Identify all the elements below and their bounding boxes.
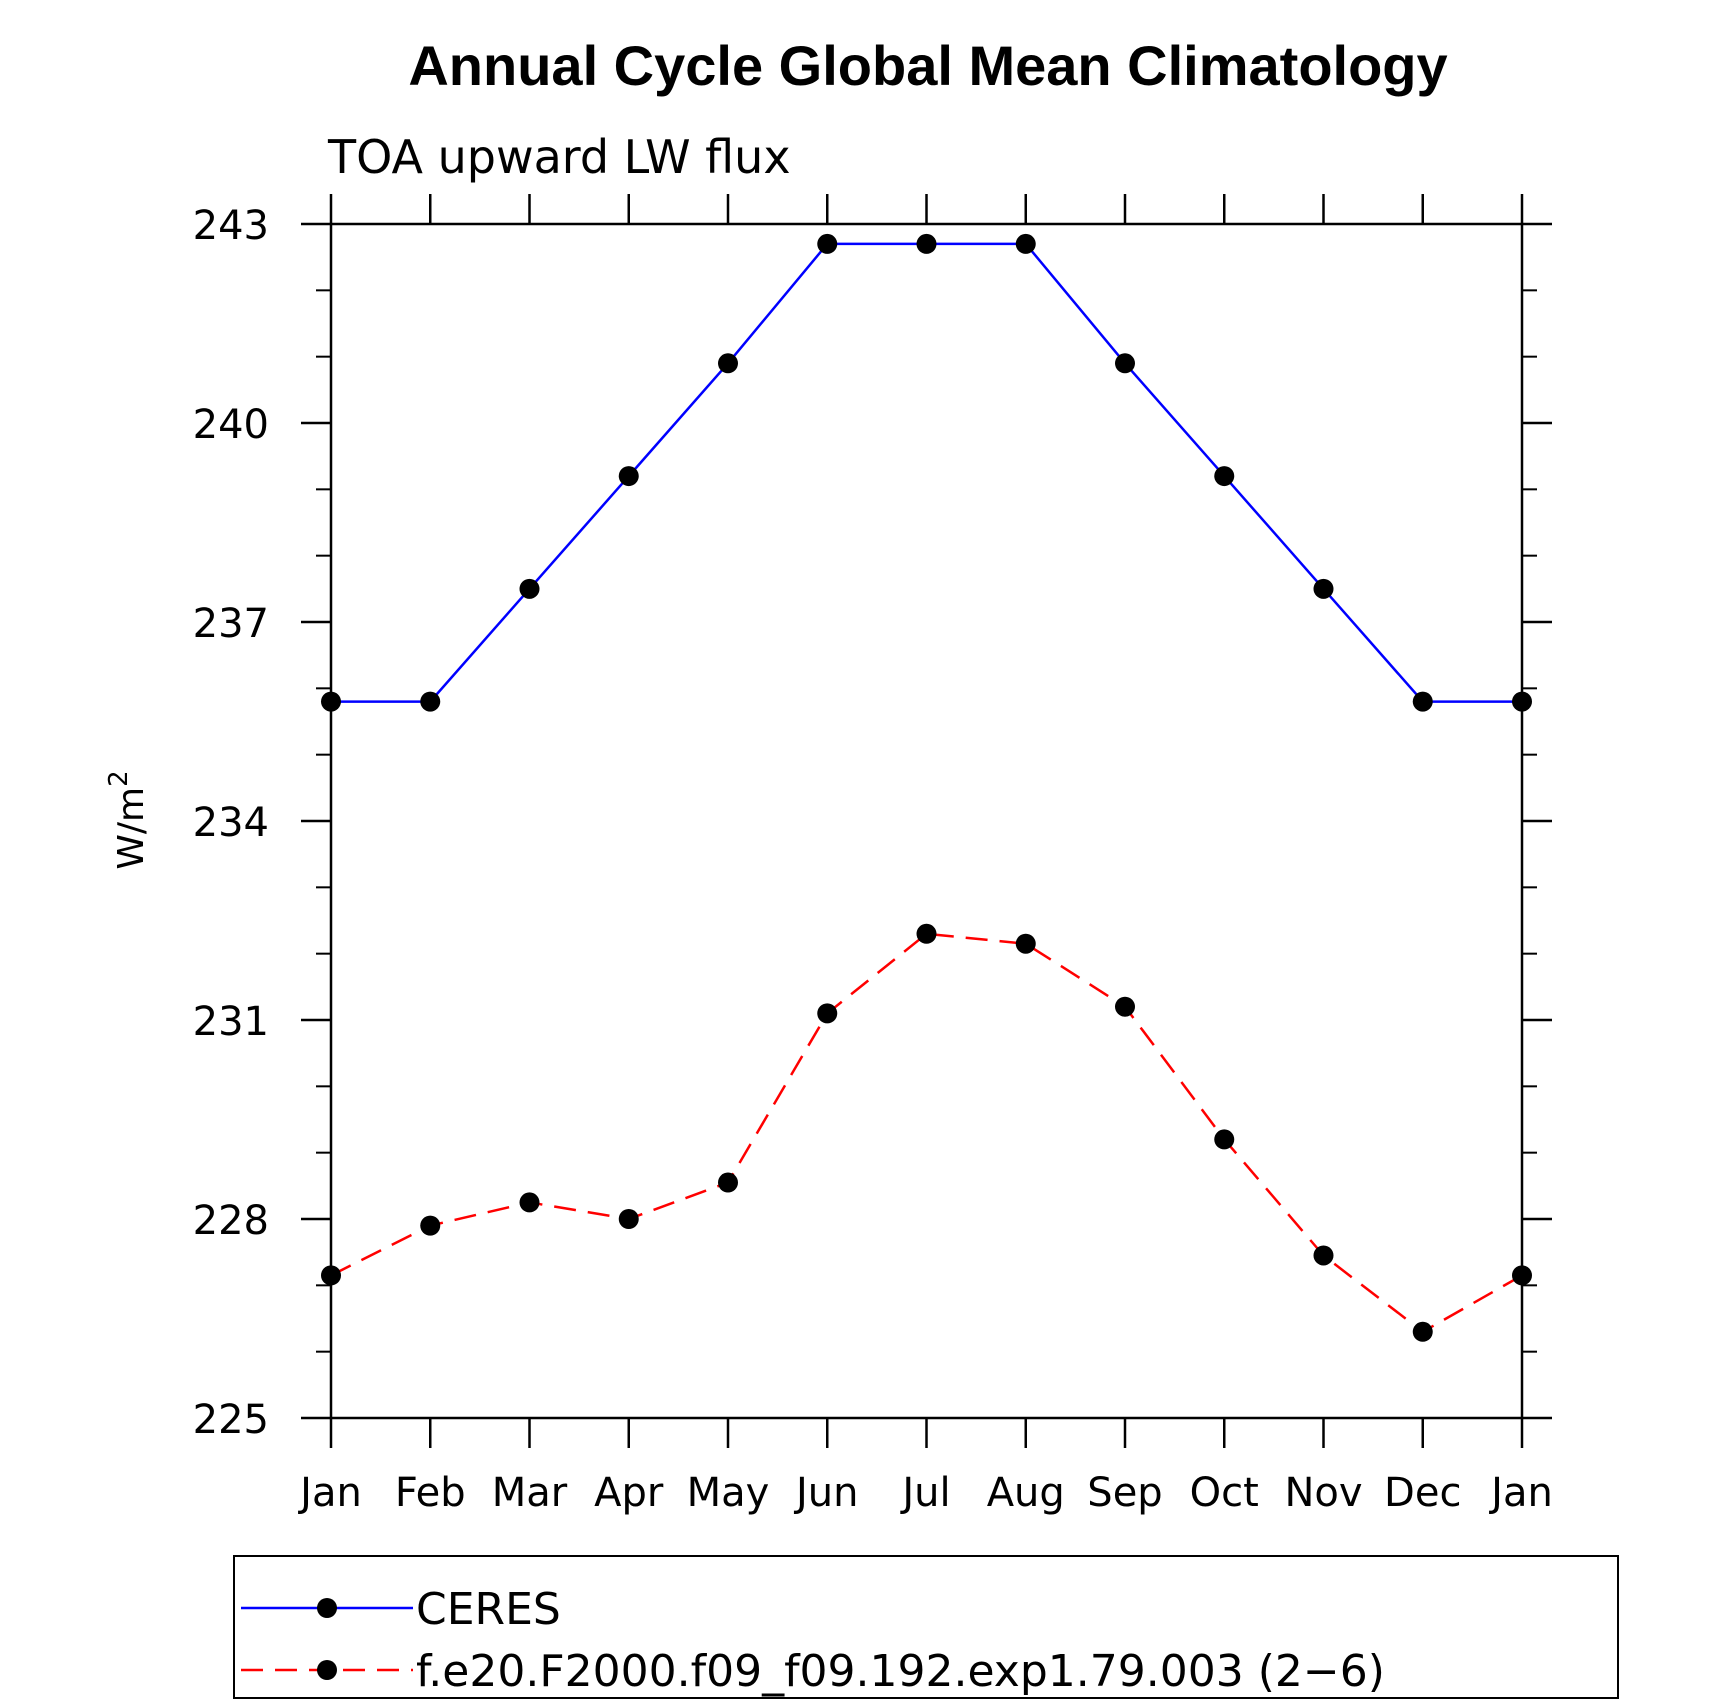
x-tick-label: Oct <box>1190 1470 1259 1516</box>
data-point-series-1 <box>321 691 341 712</box>
y-axis: 225 228 231 234 237 240 243 <box>193 203 1552 1443</box>
data-point-series-1 <box>1214 466 1235 487</box>
x-tick-label: Feb <box>395 1470 466 1516</box>
x-tick-label: Sep <box>1087 1470 1162 1516</box>
y-tick-label: 243 <box>193 203 269 249</box>
y-tick-label: 231 <box>193 999 269 1045</box>
data-point-series-2 <box>916 923 937 944</box>
series-line-1 <box>331 242 1522 703</box>
x-tick-label: Mar <box>492 1470 568 1516</box>
x-tick-label: Jul <box>899 1470 950 1516</box>
legend: CERES f.e20.F2000.f09_f09.192.exp1.79.003… <box>233 1555 1619 1699</box>
data-point-series-2 <box>718 1172 738 1193</box>
legend-marker-2 <box>317 1660 337 1680</box>
y-tick-label: 237 <box>193 601 269 647</box>
data-point-series-2 <box>1214 1129 1235 1150</box>
y-tick-label: 234 <box>193 800 269 846</box>
data-point-series-1 <box>1015 233 1036 254</box>
data-point-series-1 <box>1313 578 1334 599</box>
data-point-series-2 <box>519 1192 540 1213</box>
x-tick-label: May <box>687 1470 770 1516</box>
x-tick-label: Nov <box>1284 1470 1362 1516</box>
data-point-series-1 <box>1115 353 1135 374</box>
data-point-series-2 <box>618 1209 639 1229</box>
y-tick-label: 225 <box>193 1397 269 1443</box>
legend-label-2: f.e20.F2000.f09_f09.192.exp1.79.003 (2−6… <box>416 1646 1385 1697</box>
y-tick-label: 240 <box>193 402 269 448</box>
x-axis: Jan Feb Mar Apr May Jun Jul Aug Sep Oct Nov Dec Jan <box>297 194 1553 1516</box>
data-point-series-1 <box>618 466 639 487</box>
data-point-series-1 <box>519 578 540 599</box>
data-point-series-2 <box>321 1265 341 1286</box>
data-point-series-1 <box>916 233 937 254</box>
data-point-series-1 <box>817 233 838 254</box>
x-tick-label: Dec <box>1384 1470 1461 1516</box>
series-line-2 <box>330 932 1523 1334</box>
y-tick-label: 228 <box>193 1198 269 1244</box>
data-point-series-1 <box>1512 691 1532 712</box>
series-layer <box>321 233 1532 1342</box>
legend-box <box>233 1555 1619 1699</box>
data-point-series-1 <box>1412 691 1433 712</box>
data-point-series-1 <box>420 691 441 712</box>
data-point-series-2 <box>420 1215 441 1236</box>
x-tick-label: Jan <box>1488 1470 1553 1516</box>
x-tick-label: Jun <box>793 1470 859 1516</box>
chart-title: Annual Cycle Global Mean Climatology <box>408 34 1447 97</box>
y-axis-label: W/m2 <box>104 770 152 869</box>
data-point-series-2 <box>1313 1245 1334 1266</box>
x-tick-label: Jan <box>297 1470 362 1516</box>
data-point-series-2 <box>1015 933 1036 954</box>
data-point-series-2 <box>817 1003 838 1024</box>
chart-subtitle: TOA upward LW flux <box>327 130 791 184</box>
legend-label-1: CERES <box>416 1584 561 1635</box>
data-point-series-2 <box>1412 1321 1433 1342</box>
x-tick-label: Aug <box>987 1470 1065 1516</box>
plot-frame <box>329 222 1524 1420</box>
data-point-series-2 <box>1115 996 1135 1017</box>
x-tick-label: Apr <box>594 1470 664 1516</box>
legend-marker-1 <box>317 1598 337 1618</box>
data-point-series-1 <box>718 353 738 374</box>
plot-border <box>329 222 1524 1420</box>
data-point-series-2 <box>1512 1265 1532 1286</box>
